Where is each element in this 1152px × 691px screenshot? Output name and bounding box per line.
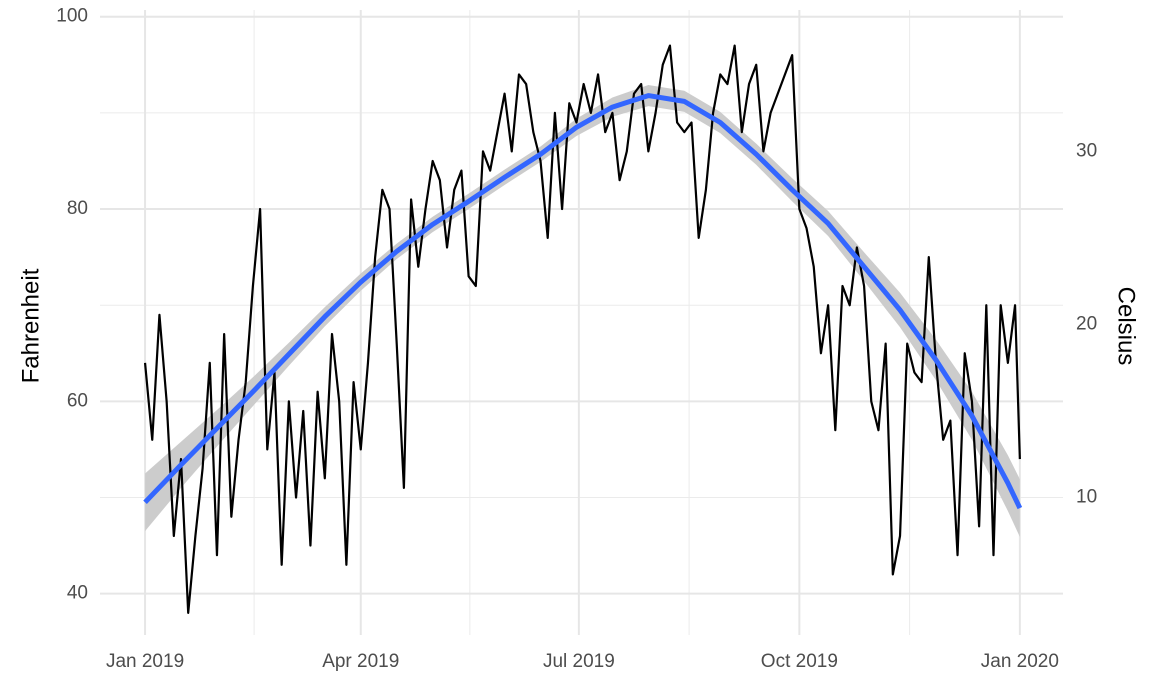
y-tick-label: 60 [67,390,88,411]
x-tick-label: Jan 2019 [106,651,184,672]
x-tick-label: Jan 2020 [981,651,1059,672]
y2-tick-label: 10 [1076,487,1097,508]
x-tick-label: Oct 2019 [761,651,838,672]
temperature-line [143,44,1021,614]
y-tick-label: 40 [67,583,88,604]
x-tick-label: Jul 2019 [543,651,615,672]
y-axis-title: Fahrenheit [17,268,44,383]
y2-tick-label: 20 [1076,314,1097,335]
x-tick-label: Apr 2019 [322,651,399,672]
y2-axis-title: Celsius [1113,287,1140,366]
y2-tick-label: 30 [1076,140,1097,161]
y-tick-label: 100 [56,6,88,27]
smooth-line [143,93,1023,510]
y-tick-label: 80 [67,198,88,219]
